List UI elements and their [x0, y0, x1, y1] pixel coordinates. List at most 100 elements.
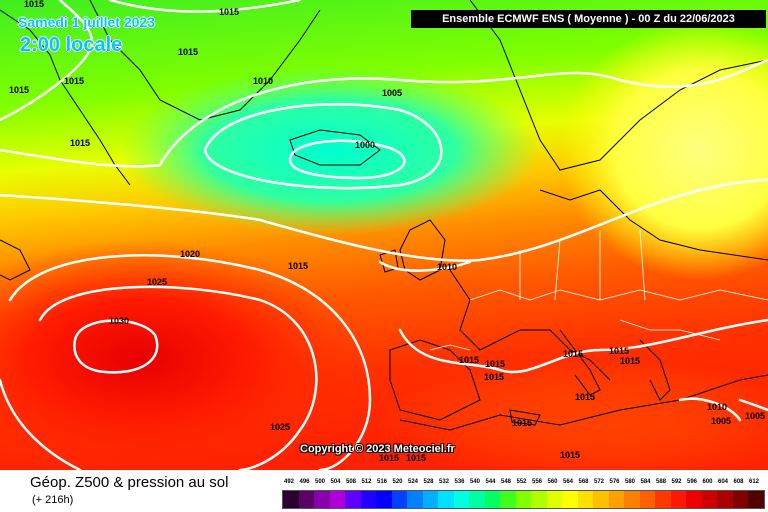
isobar-label: 1015 [406, 453, 426, 463]
legend-swatch [407, 491, 423, 508]
legend-swatch [546, 491, 562, 508]
legend-tick: 612 [748, 479, 759, 485]
legend-swatch [391, 491, 407, 508]
legend-tick: 556 [531, 479, 542, 485]
isobar-label: 1015 [512, 418, 532, 428]
isobar-label: 1015 [609, 346, 629, 356]
legend-swatch [484, 491, 500, 508]
ridge-area [560, 20, 768, 280]
isobar-label: 1015 [459, 355, 479, 365]
legend-tick: 512 [361, 479, 372, 485]
legend-swatch [360, 491, 376, 508]
isobar-label: 1015 [9, 85, 29, 95]
legend-swatch [422, 491, 438, 508]
legend-swatch [717, 491, 733, 508]
legend-swatch [639, 491, 655, 508]
legend-swatch [314, 491, 330, 508]
legend-swatch [608, 491, 624, 508]
isobar-label: 1015 [560, 450, 580, 460]
model-run-label: Ensemble ECMWF ENS ( Moyenne ) - 00 Z du… [411, 10, 766, 28]
mediterranean-warm-area [380, 360, 768, 470]
legend-tick: 596 [686, 479, 697, 485]
legend-tick: 560 [547, 479, 558, 485]
legend-tick: 520 [392, 479, 403, 485]
legend-swatch [376, 491, 392, 508]
isobar-label: 1015 [563, 349, 583, 359]
legend-tick: 508 [345, 479, 356, 485]
legend-tick: 584 [640, 479, 651, 485]
legend-swatch [500, 491, 516, 508]
isobar-label: 1015 [70, 138, 90, 148]
legend-tick: 544 [485, 479, 496, 485]
isobar-label: 1015 [64, 76, 84, 86]
isobar-label: 1015 [178, 47, 198, 57]
legend-tick: 568 [578, 479, 589, 485]
isobar-label: 1015 [484, 372, 504, 382]
legend-tick: 608 [733, 479, 744, 485]
footer-bar: Géop. Z500 & pression au sol (+ 216h) 49… [0, 470, 768, 512]
legend-tick: 524 [407, 479, 418, 485]
isobar-label: 1010 [253, 76, 273, 86]
isobar-label: 1010 [707, 402, 727, 412]
legend-tick: 580 [624, 479, 635, 485]
legend-swatch [562, 491, 578, 508]
isobar-label: 1015 [620, 356, 640, 366]
legend-tick: 552 [516, 479, 527, 485]
legend-tick: 536 [454, 479, 465, 485]
legend-swatch [329, 491, 345, 508]
legend-swatch [748, 491, 764, 508]
legend-swatch [345, 491, 361, 508]
forecast-map: 1015 1015 1015 1015 1015 1010 1005 1000 … [0, 0, 768, 470]
legend-swatch [593, 491, 609, 508]
isobar-labels: 1015 1015 1015 1015 1015 1010 1005 1000 … [9, 0, 765, 463]
legend-tick: 588 [655, 479, 666, 485]
legend-swatch [469, 491, 485, 508]
legend-swatch [531, 491, 547, 508]
isobar-label: 1030 [109, 316, 129, 326]
legend-swatch [686, 491, 702, 508]
borders [429, 229, 768, 351]
copyright-notice: Copyright © 2023 Meteociel.fr [300, 443, 455, 455]
forecast-time: 2:00 locale [20, 34, 123, 56]
legend-swatch [577, 491, 593, 508]
forecast-date: Samedi 1 juillet 2023 [18, 14, 155, 30]
legend-tick: 500 [314, 479, 325, 485]
color-legend [282, 490, 765, 509]
isobar-label: 1015 [379, 453, 399, 463]
legend-tick: 532 [438, 479, 449, 485]
isobar-label: 1010 [437, 262, 457, 272]
forecast-hour: (+ 216h) [32, 494, 74, 506]
isobar-label: 1020 [180, 249, 200, 259]
legend-tick: 516 [376, 479, 387, 485]
isobar-label: 1005 [382, 88, 402, 98]
legend-tick: 504 [330, 479, 341, 485]
legend-swatch [670, 491, 686, 508]
isobar-label: 1025 [270, 422, 290, 432]
legend-tick: 576 [609, 479, 620, 485]
high-geopotential-area [0, 240, 360, 470]
legend-swatch [701, 491, 717, 508]
legend-tick: 600 [702, 479, 713, 485]
legend-tick: 548 [500, 479, 511, 485]
legend-tick: 592 [671, 479, 682, 485]
isobar-label: 1015 [485, 359, 505, 369]
legend-swatch [453, 491, 469, 508]
isobars [0, 0, 768, 470]
legend-tick: 492 [283, 479, 294, 485]
legend-tick: 540 [469, 479, 480, 485]
isobar-label: 1025 [147, 277, 167, 287]
isobar-label: 1015 [219, 7, 239, 17]
legend-swatch [283, 491, 299, 508]
legend-tick: 564 [562, 479, 573, 485]
isobar-label: 1015 [575, 392, 595, 402]
legend-tick: 496 [299, 479, 310, 485]
isobar-label: 1015 [288, 261, 308, 271]
legend-tick: 604 [717, 479, 728, 485]
legend-swatch [515, 491, 531, 508]
legend-tick: 528 [423, 479, 434, 485]
legend-swatch [438, 491, 454, 508]
product-title: Géop. Z500 & pression au sol [30, 474, 229, 491]
legend-swatch [732, 491, 748, 508]
legend-swatch [655, 491, 671, 508]
legend-tick: 572 [593, 479, 604, 485]
